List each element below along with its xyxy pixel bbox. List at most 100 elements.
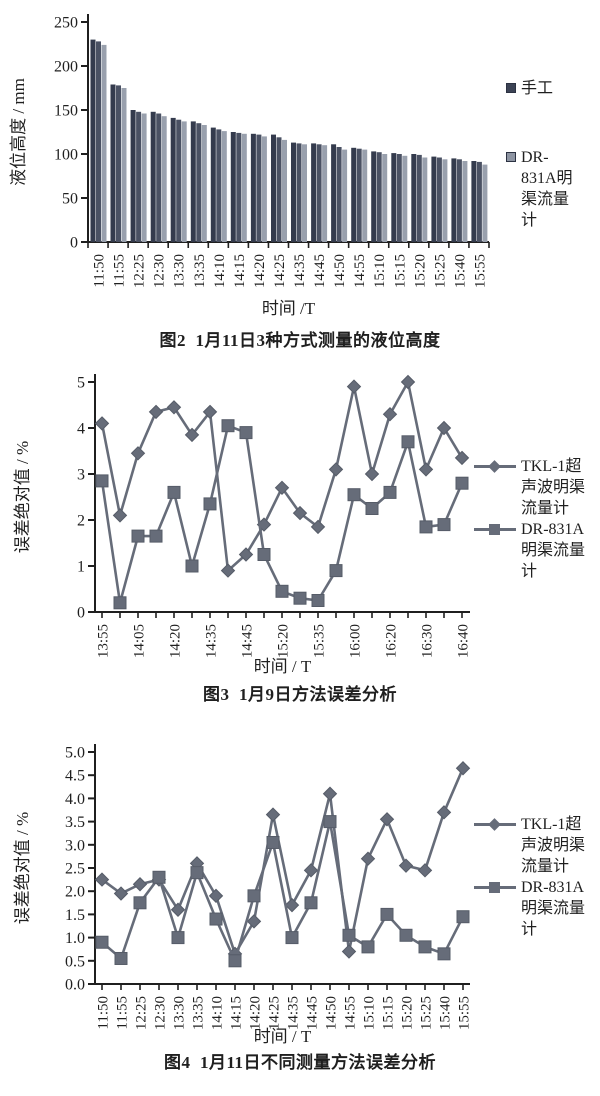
figure-3-chart-area: 0 1 2 3 4 5 误差绝对值 / % 时间 / T 13:55 14:05 14:20 14:3… (0, 364, 600, 682)
legend-line-diamond-icon (474, 814, 516, 835)
x-tick-label: 14:55 (352, 254, 368, 288)
bar-14:50 (342, 149, 348, 242)
figure-4-chart-area: 0.0 0.5 1.0 1.5 2.0 2.5 3.0 3.5 4.0 4.5 5.0 误差绝对值 /… (0, 738, 600, 1050)
diamond-marker (364, 466, 380, 482)
x-tick-label: 15:20 (400, 996, 416, 1030)
square-marker (275, 584, 289, 598)
legend-item-tkl1: TKL-1超声波明渠流量计 (474, 814, 593, 877)
figure-4-legend: TKL-1超声波明渠流量计 DR-831A明渠流量计 (474, 814, 593, 940)
series-line-diamond (101, 767, 465, 957)
legend-item-dr831a: DR-831A明渠流量计 (474, 877, 593, 940)
bar-14:55 (362, 149, 368, 242)
diamond-marker (417, 863, 433, 878)
square-marker (419, 520, 433, 534)
x-tick-label: 14:45 (305, 996, 321, 1030)
x-tick-label: 15:55 (472, 254, 488, 288)
x-axis-title: 时间 /T (262, 299, 316, 318)
y-tick-label: 200 (54, 59, 78, 76)
legend-label-dr831a: DR-831A明渠流量计 (521, 879, 586, 938)
legend-swatch-dr831a-icon (506, 152, 516, 162)
diamond-marker (113, 886, 129, 901)
x-tick-label: 15:10 (362, 996, 378, 1030)
bar-15:15 (391, 153, 397, 242)
legend-line-square-icon (474, 519, 516, 540)
figure-3: 0 1 2 3 4 5 误差绝对值 / % 时间 / T 13:55 14:05 14:20 14:3… (0, 364, 600, 708)
bar-12:25 (141, 113, 147, 242)
diamond-marker (265, 807, 281, 822)
square-marker (185, 559, 199, 573)
bar-13:35 (196, 123, 202, 242)
bar-14:15 (241, 133, 247, 242)
diamond-marker (112, 508, 128, 523)
x-tick-label: 14:25 (272, 254, 288, 288)
square-marker (342, 928, 356, 942)
bar-15:25 (431, 156, 437, 242)
figure-2-chart-area: 0 50 100 150 200 250 液位高度 / mm 时间 /T 11:50 11:55 1… (0, 6, 600, 328)
x-tick-label: 14:45 (240, 624, 256, 658)
bar-11:55 (110, 84, 116, 242)
x-tick-label: 13:55 (96, 624, 112, 658)
y-tick-label: 0 (70, 235, 78, 252)
x-tick-label: 13:35 (192, 254, 208, 288)
x-tick-label: 15:10 (372, 254, 388, 288)
bar-14:35 (302, 144, 307, 242)
bar-14:50 (336, 147, 342, 242)
bar-14:25 (276, 137, 282, 242)
x-tick-label: 11:55 (115, 996, 131, 1030)
y-tick-label: 50 (62, 191, 78, 208)
diamond-marker (360, 851, 376, 866)
diamond-marker (379, 812, 395, 827)
diamond-marker (148, 404, 164, 420)
square-marker (209, 912, 223, 926)
bar-13:30 (176, 119, 182, 242)
diamond-marker (94, 872, 110, 887)
y-tick-label: 1 (77, 559, 85, 576)
diamond-marker (418, 462, 434, 477)
x-tick-label: 15:20 (412, 254, 428, 288)
y-tick-label: 3.0 (65, 837, 85, 854)
x-tick-label: 14:25 (267, 996, 283, 1030)
y-axis-title: 液位高度 / mm (9, 78, 28, 186)
series-line-square (100, 423, 464, 604)
bar-12:30 (156, 113, 162, 242)
square-marker (228, 954, 242, 968)
bar-11:55 (116, 85, 121, 243)
diamond-marker (170, 902, 186, 917)
y-tick-label: 3 (77, 467, 85, 484)
error-jan9-line-chart: 0 1 2 3 4 5 误差绝对值 / % 时间 / T 13:55 14:05 14:20 14:3… (13, 374, 472, 676)
x-tick-label: 15:15 (392, 254, 408, 288)
x-tick-label: 15:25 (419, 996, 435, 1030)
x-tick-label: 14:35 (292, 254, 308, 288)
square-marker (257, 548, 271, 561)
diamond-marker (220, 563, 236, 578)
diamond-marker (94, 416, 110, 431)
square-marker (401, 435, 415, 449)
bar-15:20 (411, 154, 417, 242)
square-marker (347, 488, 361, 502)
bar-15:40 (462, 161, 468, 242)
figure-3-legend: TKL-1超声波明渠流量计 DR-831A明渠流量计 (474, 456, 593, 582)
diamond-marker (346, 379, 362, 394)
y-tick-label: 1.0 (65, 930, 85, 947)
bar-15:55 (476, 161, 482, 242)
x-tick-label: 14:35 (204, 624, 220, 658)
legend-line-diamond-icon (474, 456, 516, 477)
bar-15:25 (436, 157, 442, 242)
diamond-marker (208, 888, 224, 904)
bar-14:10 (221, 131, 227, 242)
x-tick-label: 14:10 (210, 996, 226, 1030)
y-tick-label: 4 (77, 421, 85, 438)
bar-12:25 (136, 111, 142, 242)
legend-swatch-manual-icon (506, 83, 516, 93)
x-tick-label: 14:45 (312, 254, 328, 288)
x-tick-label: 12:25 (134, 996, 150, 1030)
y-tick-label: 4.5 (65, 768, 85, 785)
bar-15:15 (402, 155, 408, 242)
bar-14:45 (322, 145, 328, 242)
bar-14:10 (210, 127, 216, 242)
bar-14:55 (351, 147, 357, 242)
bar-14:20 (250, 133, 256, 242)
x-tick-label: 14:10 (212, 254, 228, 288)
diamond-marker (166, 400, 182, 415)
